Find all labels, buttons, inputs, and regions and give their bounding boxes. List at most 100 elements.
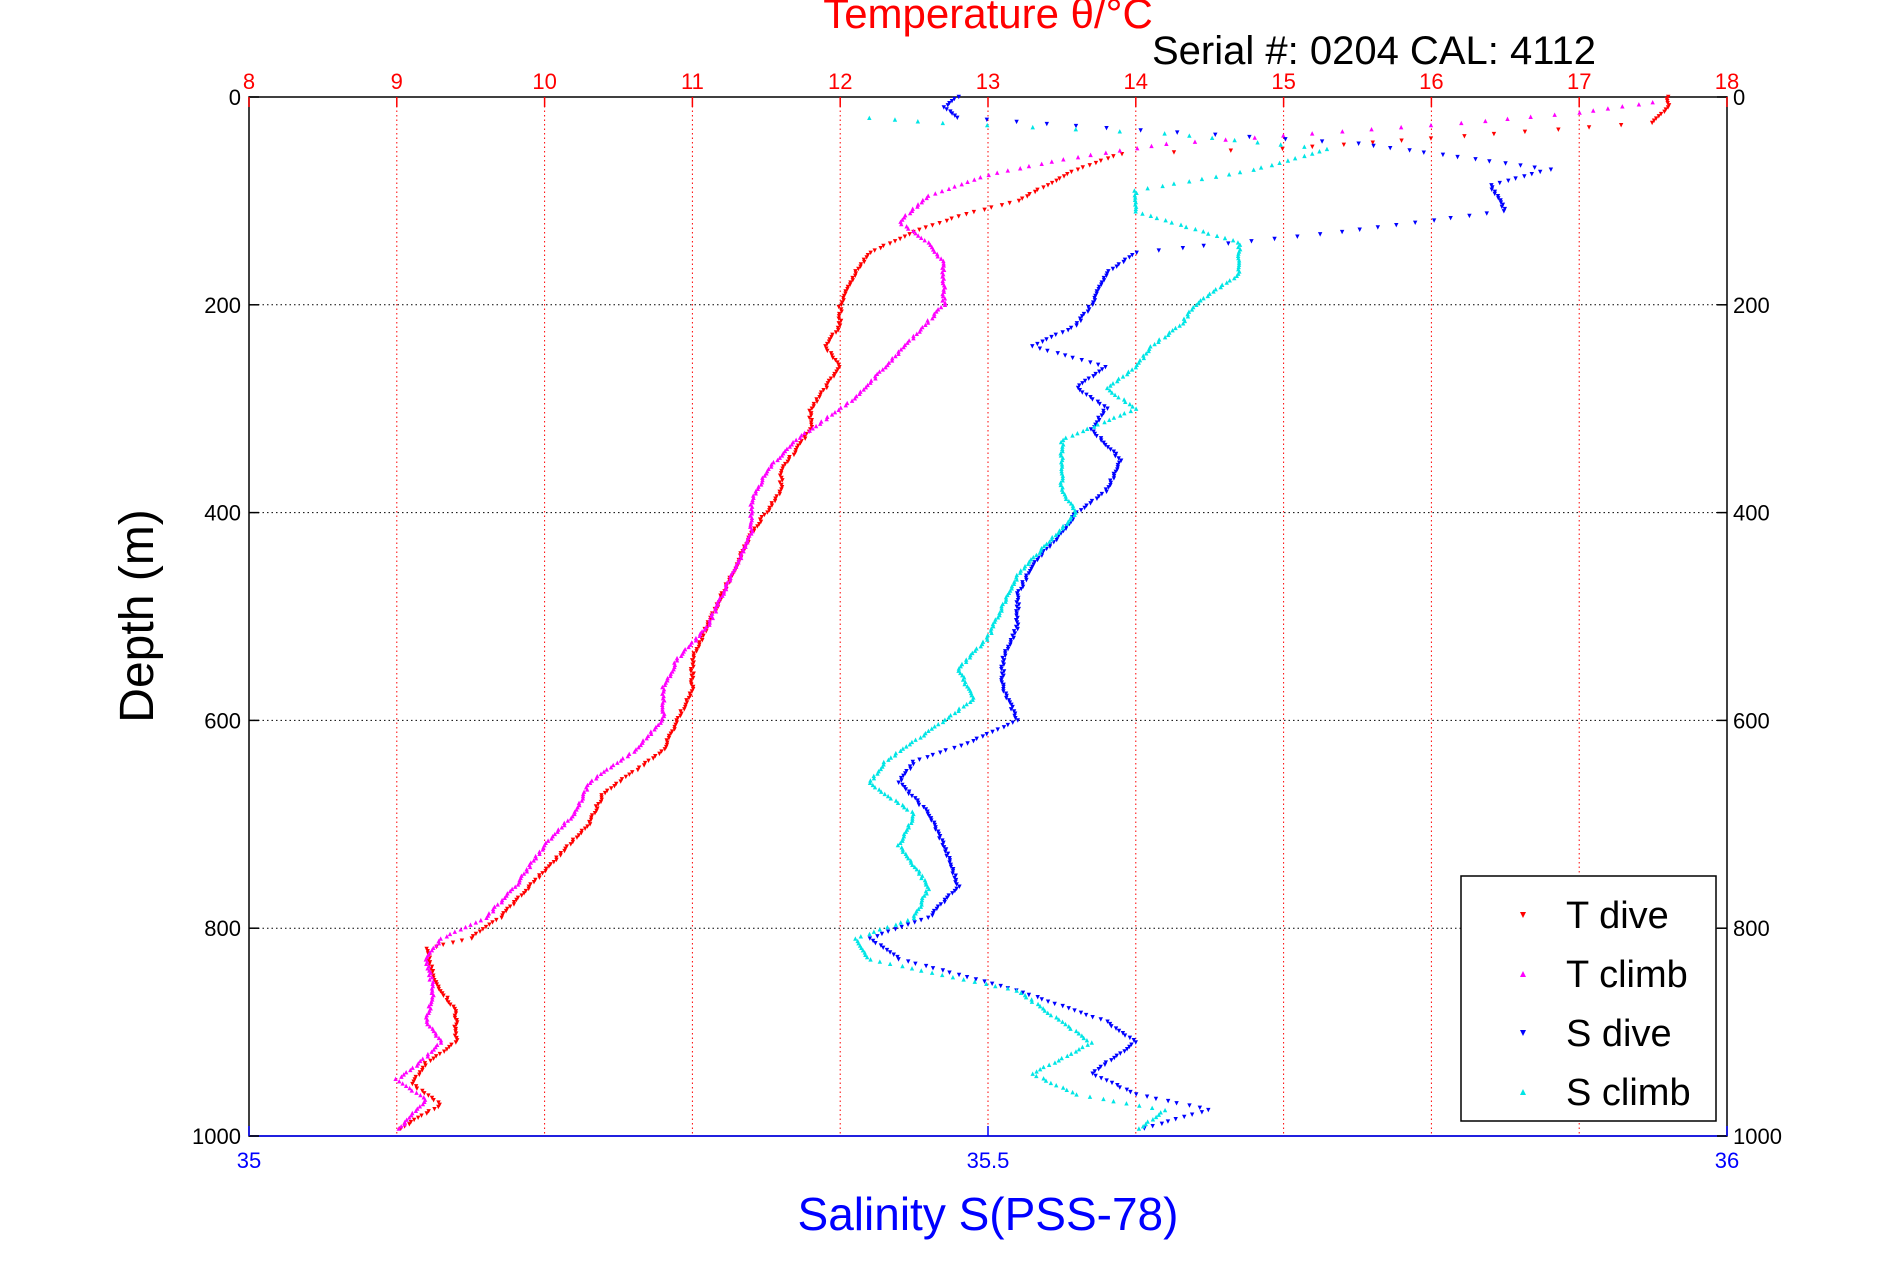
- data-point: [1062, 353, 1068, 358]
- data-point: [807, 415, 812, 421]
- data-point: [909, 739, 915, 745]
- data-point: [1618, 123, 1624, 128]
- data-point: [545, 838, 551, 843]
- data-point: [1030, 344, 1035, 349]
- data-point: [906, 822, 911, 828]
- data-point: [1030, 1071, 1035, 1076]
- data-point: [1134, 1092, 1139, 1097]
- data-point: [1135, 146, 1140, 151]
- data-point: [453, 1009, 459, 1014]
- data-point: [1073, 1049, 1079, 1054]
- x-bottom-tick-label: 35.5: [967, 1148, 1010, 1173]
- data-point: [1124, 1087, 1130, 1093]
- data-point: [574, 835, 580, 840]
- data-point: [688, 666, 694, 672]
- data-point: [1106, 269, 1111, 274]
- data-point: [930, 966, 936, 971]
- data-point: [1052, 1001, 1057, 1007]
- data-point: [502, 895, 507, 900]
- data-point: [700, 638, 705, 643]
- data-point: [918, 235, 924, 241]
- data-point: [436, 1100, 441, 1105]
- data-point: [934, 906, 940, 912]
- data-point: [876, 787, 882, 792]
- data-point: [1105, 406, 1110, 411]
- data-point: [1281, 133, 1286, 138]
- data-point: [940, 265, 945, 270]
- data-point: [420, 1101, 426, 1107]
- data-point: [936, 831, 942, 837]
- data-point: [533, 877, 538, 883]
- data-point: [956, 972, 962, 978]
- data-point: [923, 322, 928, 328]
- data-point: [1620, 104, 1625, 109]
- data-point: [660, 707, 665, 712]
- data-point: [793, 448, 799, 453]
- data-point: [1037, 346, 1043, 351]
- data-point: [1127, 1035, 1133, 1041]
- data-point: [615, 760, 620, 765]
- data-point: [937, 220, 942, 226]
- data-point: [691, 671, 696, 676]
- data-point: [1035, 1001, 1041, 1007]
- data-point: [1285, 158, 1291, 163]
- data-point: [738, 553, 743, 558]
- data-point: [683, 704, 688, 710]
- data-point: [857, 391, 862, 397]
- data-point: [1104, 489, 1109, 495]
- data-point: [562, 820, 567, 826]
- data-point: [919, 875, 924, 881]
- data-point: [1098, 436, 1104, 441]
- data-point: [1164, 141, 1169, 146]
- data-point: [829, 334, 834, 340]
- data-point: [1005, 168, 1011, 173]
- data-point: [871, 773, 876, 779]
- y-tick-label-right: 1000: [1733, 1124, 1782, 1149]
- data-point: [925, 811, 931, 817]
- data-point: [507, 888, 513, 894]
- data-point: [1022, 563, 1028, 569]
- data-point: [773, 496, 778, 501]
- data-point: [992, 619, 997, 624]
- data-point: [835, 360, 840, 365]
- data-point: [918, 904, 924, 909]
- data-point: [723, 584, 729, 590]
- data-point: [757, 517, 763, 522]
- data-point: [427, 977, 432, 982]
- data-point: [1018, 990, 1024, 995]
- data-point: [885, 929, 891, 934]
- data-point: [769, 503, 775, 508]
- data-point: [1077, 383, 1082, 388]
- data-point: [1605, 106, 1611, 111]
- data-point: [1088, 360, 1093, 365]
- data-point: [871, 929, 877, 934]
- data-point: [796, 443, 801, 448]
- data-point: [950, 871, 955, 876]
- x-top-tick-label: 9: [391, 69, 403, 94]
- data-point: [1010, 633, 1015, 638]
- data-point: [814, 399, 820, 404]
- data-point: [1112, 392, 1118, 398]
- data-point: [1053, 532, 1059, 538]
- y-tick-label-right: 0: [1733, 85, 1745, 110]
- data-point: [1074, 1092, 1079, 1097]
- data-point: [413, 1084, 419, 1089]
- data-point: [453, 1011, 459, 1016]
- data-point: [403, 1083, 409, 1088]
- data-point: [1093, 371, 1098, 377]
- data-point: [900, 217, 905, 222]
- data-point: [1055, 351, 1060, 356]
- data-point: [447, 1044, 452, 1050]
- data-point: [1049, 537, 1054, 542]
- data-point: [1236, 251, 1241, 256]
- data-point: [1098, 1064, 1103, 1070]
- data-point: [758, 482, 764, 487]
- data-point: [1473, 157, 1478, 162]
- data-point: [786, 457, 792, 462]
- data-point: [1099, 280, 1104, 285]
- data-point: [813, 423, 819, 429]
- data-point: [564, 844, 569, 849]
- data-point: [956, 94, 962, 100]
- data-point: [1174, 1101, 1179, 1106]
- data-point: [1440, 152, 1446, 158]
